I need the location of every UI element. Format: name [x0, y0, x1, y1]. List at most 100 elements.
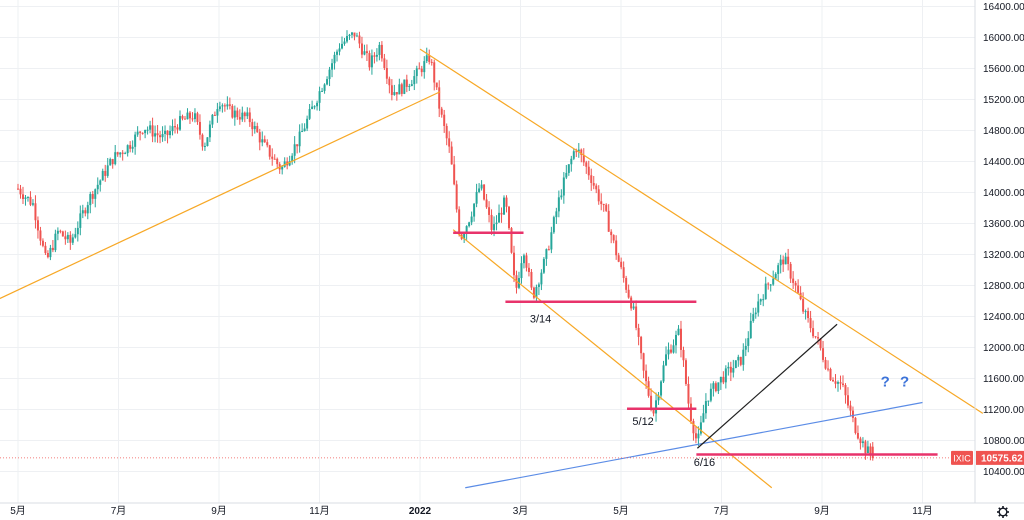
candle-body [627, 289, 630, 298]
date-label: 6/16 [694, 457, 715, 469]
candle-body [597, 189, 600, 202]
candle-body [657, 395, 660, 401]
candle-body [19, 188, 22, 195]
candle-body [343, 41, 346, 44]
candle-body [201, 134, 204, 147]
x-tick-label: 7月 [714, 505, 730, 517]
candle-body [527, 267, 530, 272]
candle-body [263, 139, 266, 143]
candle-body [17, 188, 19, 190]
candle-body [522, 255, 525, 264]
candle-body [59, 230, 62, 232]
candle-body [582, 154, 585, 163]
candle-body [577, 149, 580, 152]
y-tick-label: 13200.00 [983, 250, 1024, 261]
candle-body [213, 114, 216, 116]
candle-body [188, 112, 191, 119]
y-tick-label: 10400.00 [983, 467, 1024, 478]
candlestick-series [17, 30, 874, 461]
candle-body [89, 194, 92, 206]
candle-body [542, 258, 545, 273]
candle-body [141, 132, 144, 134]
gridlines [0, 0, 975, 503]
annotations: 3/14 5/12 6/16 ? ? [530, 314, 909, 469]
candle-body [702, 413, 705, 423]
candle-body [363, 51, 366, 55]
candle-body [545, 249, 548, 259]
candle-body [328, 69, 331, 80]
candle-body [331, 63, 334, 70]
candle-body [450, 146, 453, 165]
candle-body [699, 422, 702, 434]
candle-body [610, 231, 613, 236]
candle-body [233, 110, 236, 118]
candle-body [86, 205, 89, 214]
candle-body [615, 240, 618, 256]
candle-body [398, 84, 401, 95]
candle-body [46, 253, 49, 258]
candle-body [562, 177, 565, 196]
candle-body [303, 128, 306, 132]
candle-body [712, 383, 715, 389]
candle-body [291, 155, 294, 162]
candle-body [126, 145, 129, 154]
y-tick-label: 16400.00 [983, 2, 1024, 13]
candle-body [433, 62, 436, 83]
candle-body [827, 368, 830, 370]
candle-body [71, 237, 74, 243]
y-tick-label: 12800.00 [983, 281, 1024, 292]
candle-body [119, 152, 122, 155]
candle-body [308, 109, 311, 119]
candle-body [752, 314, 755, 321]
trend-line-blue-uptrend[interactable] [465, 401, 923, 489]
candle-body [288, 161, 291, 166]
candle-body [550, 232, 553, 250]
candle-body [124, 153, 127, 155]
candle-body [211, 114, 214, 125]
trend-line-lower-downtrend[interactable] [452, 229, 773, 489]
x-tick-label: 2022 [409, 506, 432, 517]
candle-body [271, 156, 274, 159]
y-tick-label: 12400.00 [983, 312, 1024, 323]
candle-body [64, 236, 67, 240]
candle-body [714, 383, 717, 392]
candle-body [530, 271, 533, 288]
x-tick-label: 11月 [912, 505, 932, 517]
candle-body [537, 284, 540, 287]
candle-body [223, 105, 226, 107]
candle-body [567, 164, 570, 173]
candle-body [186, 112, 189, 120]
candle-body [171, 126, 174, 132]
candle-body [739, 356, 742, 365]
candle-body [96, 184, 99, 190]
candle-body [871, 446, 874, 458]
candle-body [131, 146, 134, 149]
candle-body [849, 405, 852, 411]
candle-body [388, 78, 391, 86]
trend-line-upper-downtrend[interactable] [419, 48, 984, 414]
candle-body [313, 106, 316, 108]
candle-body [34, 203, 37, 221]
candle-body [326, 79, 329, 85]
gear-icon[interactable] [997, 506, 1009, 518]
candle-body [203, 145, 206, 147]
candle-body [134, 134, 137, 147]
candle-body [762, 299, 765, 301]
candle-body [625, 277, 628, 290]
candle-body [779, 259, 782, 266]
trend-line-rally-line[interactable] [696, 323, 838, 449]
candle-body [174, 126, 177, 128]
candle-body [525, 255, 528, 268]
candle-body [261, 139, 264, 143]
candle-body [587, 166, 590, 176]
candle-body [74, 234, 77, 238]
trend-line-support-uptrend[interactable] [0, 91, 441, 300]
candle-body [248, 112, 251, 123]
candle-body [423, 61, 426, 73]
candle-body [415, 68, 418, 77]
x-tick-label: 9月 [211, 505, 227, 517]
candle-body [555, 211, 558, 218]
candle-body [557, 197, 560, 212]
